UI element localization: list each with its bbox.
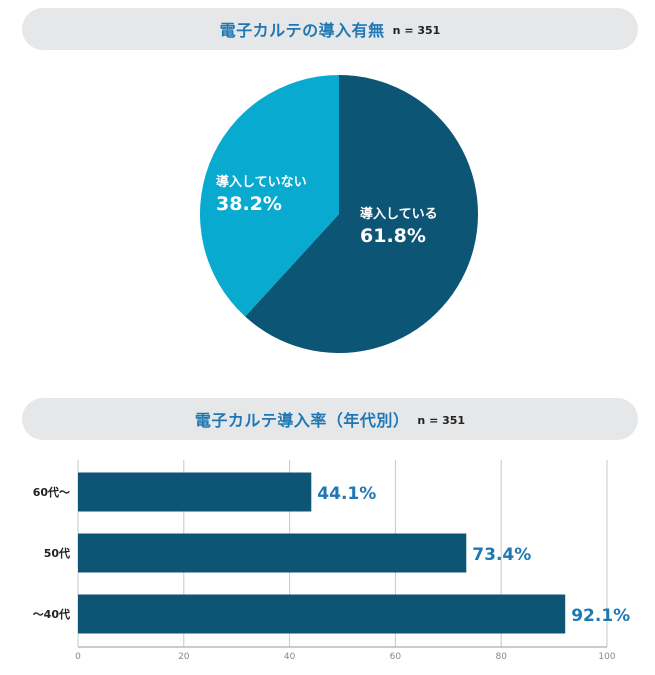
x-tick-label-0: 0 [75,652,81,662]
pie-slice-label-0: 導入している [360,206,438,222]
pie-title-banner: 電子カルテの導入有無 n = 351 [22,8,638,50]
pie-slice-value-0: 61.8% [360,225,426,247]
bar-chart-title: 電子カルテ導入率（年代別） [194,411,410,430]
bar-title-banner: 電子カルテ導入率（年代別） n = 351 [22,398,638,440]
x-tick-label-5: 100 [598,652,615,662]
pie-slice-1 [200,75,339,317]
pie-sample-size: n = 351 [392,24,441,37]
pie-chart-title: 電子カルテの導入有無 [219,21,385,40]
pie-slice-0 [245,75,479,353]
bar-1 [78,533,467,573]
category-label-2: ～40代 [33,607,70,621]
category-label-0: 60代～ [33,485,70,499]
x-tick-label-1: 20 [178,652,190,662]
bar-value-label-2: 92.1% [571,606,630,626]
category-label-1: 50代 [44,546,70,560]
pie-slice-value-1: 38.2% [216,193,282,215]
bar-2 [78,594,566,634]
pie-slice-label-1: 導入していない [216,174,307,190]
bar-value-label-0: 44.1% [317,484,376,504]
bar-0 [78,472,312,512]
x-tick-label-4: 80 [495,652,507,662]
bar-value-label-1: 73.4% [472,545,531,565]
bar-sample-size: n = 351 [417,414,466,427]
x-tick-label-3: 60 [390,652,402,662]
x-tick-label-2: 40 [284,652,296,662]
pie-chart: 導入している 61.8% 導入していない 38.2% [200,75,479,353]
